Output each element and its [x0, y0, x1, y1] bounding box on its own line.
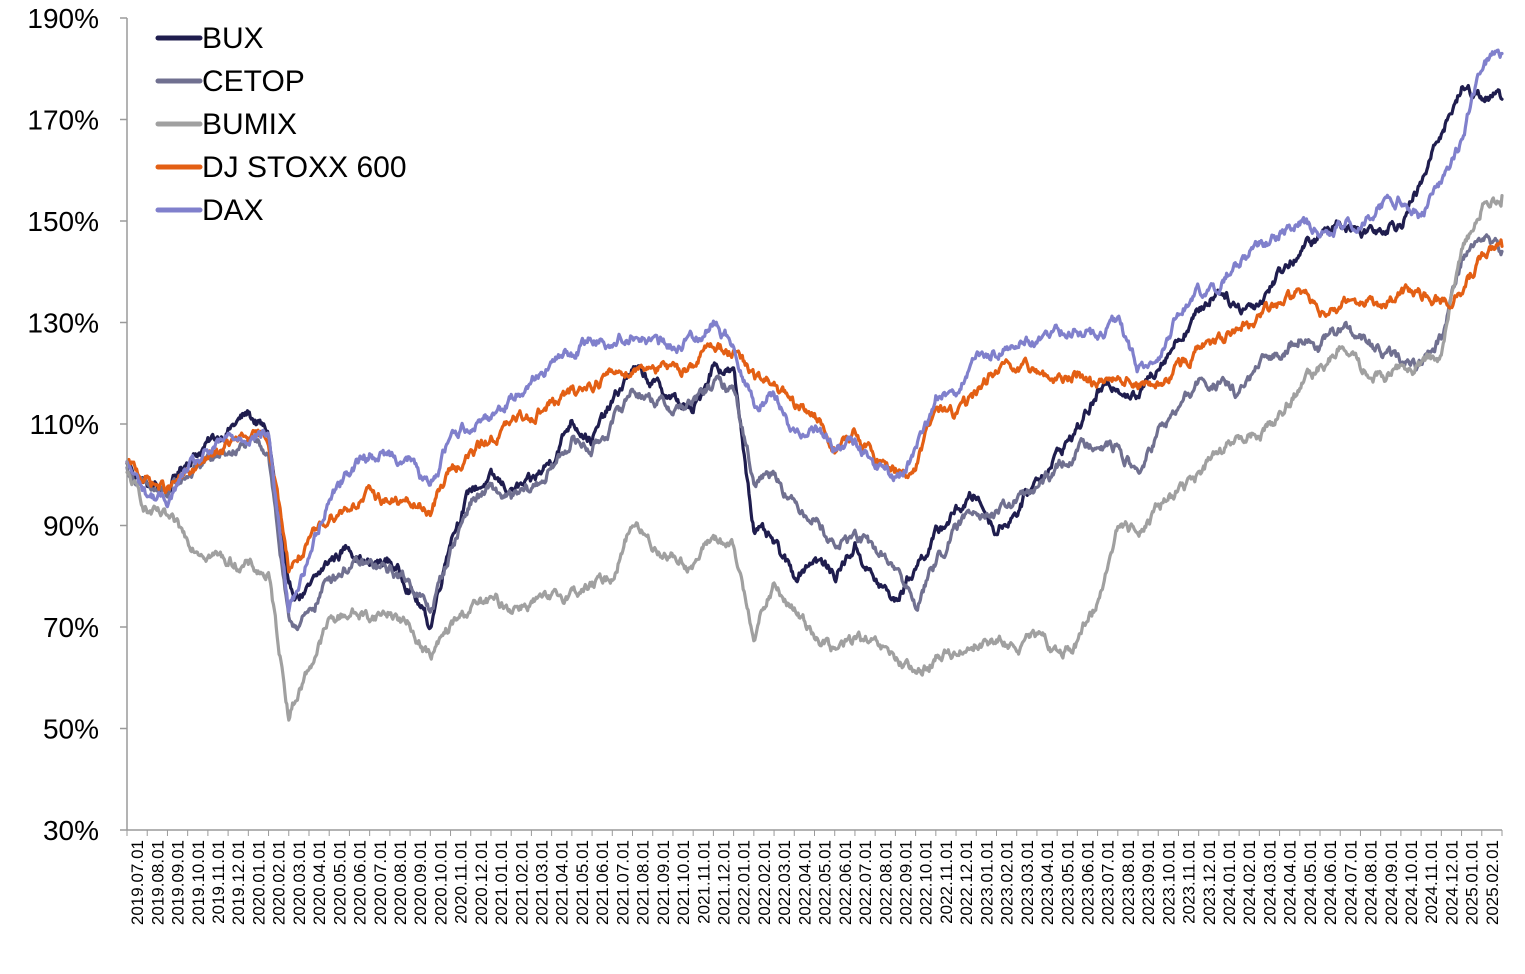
x-tick-label: 2024.05.01	[1301, 840, 1320, 925]
x-tick-label: 2019.08.01	[148, 840, 167, 925]
x-tick-label: 2022.08.01	[876, 840, 895, 925]
x-tick-label: 2021.02.01	[512, 840, 531, 925]
x-tick-label: 2024.01.01	[1220, 840, 1239, 925]
x-tick-label: 2020.05.01	[330, 840, 349, 925]
x-tick-label: 2023.04.01	[1038, 840, 1057, 925]
y-tick-label: 130%	[27, 308, 99, 339]
x-tick-label: 2020.07.01	[371, 840, 390, 925]
x-tick-label: 2021.07.01	[613, 840, 632, 925]
y-tick-label: 70%	[43, 612, 99, 643]
x-tick-label: 2022.05.01	[816, 840, 835, 925]
x-tick-label: 2021.12.01	[715, 840, 734, 925]
x-tick-label: 2022.09.01	[896, 840, 915, 925]
x-tick-label: 2023.12.01	[1200, 840, 1219, 925]
x-tick-label: 2020.12.01	[472, 840, 491, 925]
axes	[126, 18, 1502, 831]
x-tick-label: 2020.11.01	[452, 840, 471, 924]
x-tick-label: 2022.11.01	[937, 840, 956, 924]
x-tick-label: 2021.08.01	[634, 840, 653, 925]
x-tick-label: 2024.06.01	[1321, 840, 1340, 925]
x-tick-label: 2022.04.01	[795, 840, 814, 925]
x-tick-label: 2021.03.01	[533, 840, 552, 925]
x-tick-label: 2019.07.01	[128, 840, 147, 925]
x-tick-label: 2021.09.01	[654, 840, 673, 925]
y-tick-label: 150%	[27, 206, 99, 237]
x-tick-label: 2021.01.01	[492, 840, 511, 925]
x-tick-label: 2023.11.01	[1180, 840, 1199, 924]
legend-label: DJ STOXX 600	[202, 151, 407, 184]
x-tick-label: 2024.02.01	[1240, 840, 1259, 925]
x-tick-label: 2024.07.01	[1341, 840, 1360, 925]
x-axis-ticks: 2019.07.01 2019.08.01 2019.09.01 2019.10.01…	[126, 830, 1503, 925]
x-tick-label: 2022.12.01	[957, 840, 976, 925]
x-tick-label: 2023.10.01	[1159, 840, 1178, 925]
x-tick-label: 2025.01.01	[1463, 840, 1482, 925]
series-line-cetop	[125, 233, 1504, 632]
x-tick-label: 2021.11.01	[694, 840, 713, 924]
x-tick-label: 2020.02.01	[270, 840, 289, 925]
x-tick-label: 2021.10.01	[674, 840, 693, 925]
x-tick-label: 2024.11.01	[1422, 840, 1441, 924]
x-tick-label: 2024.08.01	[1362, 840, 1381, 925]
x-tick-label: 2020.06.01	[351, 840, 370, 925]
x-tick-label: 2020.08.01	[391, 840, 410, 925]
x-tick-label: 2023.07.01	[1099, 840, 1118, 925]
series-line-dj-stoxx-600	[125, 238, 1504, 574]
legend-label: BUX	[202, 22, 264, 55]
y-tick-label: 190%	[27, 3, 99, 34]
x-tick-label: 2024.09.01	[1382, 840, 1401, 925]
x-tick-label: 2020.10.01	[431, 840, 450, 925]
x-tick-label: 2025.02.01	[1483, 840, 1502, 925]
x-tick-label: 2020.03.01	[290, 840, 309, 925]
y-tick-label: 50%	[43, 714, 99, 745]
x-tick-label: 2022.02.01	[755, 840, 774, 925]
x-tick-label: 2024.10.01	[1402, 840, 1421, 925]
series-line-bumix	[125, 194, 1504, 722]
legend-label: BUMIX	[202, 108, 297, 141]
x-tick-label: 2022.01.01	[735, 840, 754, 925]
x-tick-label: 2019.12.01	[229, 840, 248, 925]
series-line-dax	[125, 48, 1504, 614]
x-tick-label: 2019.11.01	[209, 840, 228, 924]
x-tick-label: 2024.03.01	[1260, 840, 1279, 925]
x-tick-label: 2023.05.01	[1058, 840, 1077, 925]
y-tick-label: 30%	[43, 815, 99, 846]
x-tick-label: 2022.07.01	[856, 840, 875, 925]
legend: BUX CETOP BUMIX DJ STOXX 600 DAX	[155, 22, 407, 227]
y-tick-label: 90%	[43, 511, 99, 542]
x-tick-label: 2023.06.01	[1078, 840, 1097, 925]
x-tick-label: 2019.09.01	[169, 840, 188, 925]
x-tick-label: 2024.04.01	[1281, 840, 1300, 925]
x-tick-label: 2020.04.01	[310, 840, 329, 925]
legend-label: CETOP	[202, 65, 305, 98]
y-axis-ticks: 30% 50% 70% 90% 110% 130% 150% 170% 190%	[27, 3, 127, 846]
x-tick-label: 2021.06.01	[593, 840, 612, 925]
x-tick-label: 2022.03.01	[775, 840, 794, 925]
x-tick-label: 2023.08.01	[1119, 840, 1138, 925]
x-tick-label: 2024.12.01	[1442, 840, 1461, 925]
x-tick-label: 2020.09.01	[411, 840, 430, 925]
x-tick-label: 2022.06.01	[836, 840, 855, 925]
y-tick-label: 110%	[29, 409, 99, 440]
x-tick-label: 2023.03.01	[1018, 840, 1037, 925]
x-tick-label: 2023.01.01	[977, 840, 996, 925]
x-tick-label: 2023.02.01	[998, 840, 1017, 925]
x-tick-label: 2019.10.01	[189, 840, 208, 925]
legend-label: DAX	[202, 194, 264, 227]
series-lines	[125, 48, 1504, 722]
y-tick-label: 170%	[27, 105, 99, 136]
x-tick-label: 2020.01.01	[249, 840, 268, 925]
x-tick-label: 2021.05.01	[573, 840, 592, 925]
x-tick-label: 2021.04.01	[553, 840, 572, 925]
x-tick-label: 2022.10.01	[917, 840, 936, 925]
x-tick-label: 2023.09.01	[1139, 840, 1158, 925]
